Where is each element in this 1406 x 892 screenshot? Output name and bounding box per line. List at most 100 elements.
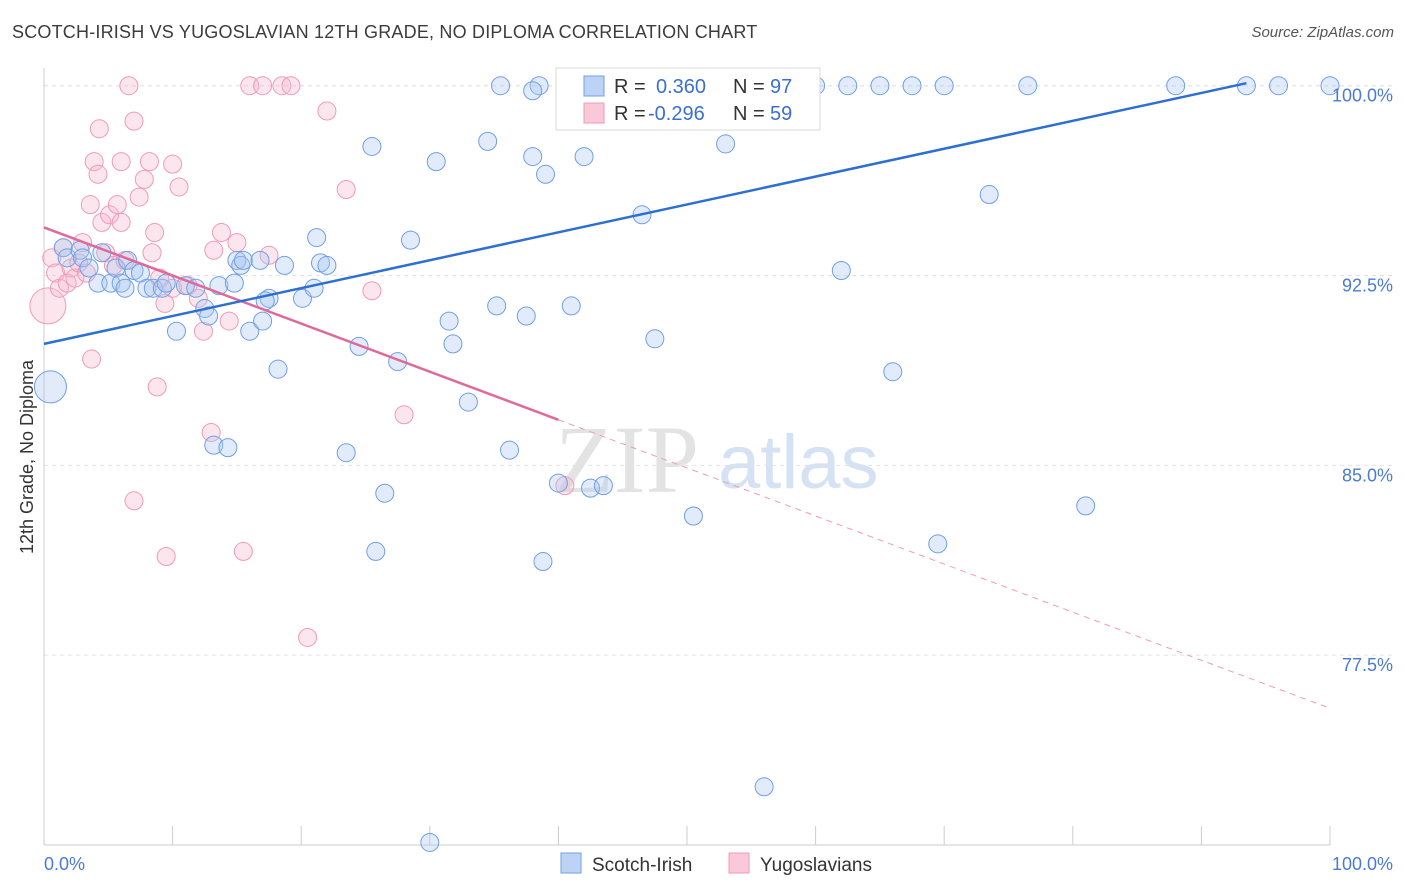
yugoslavian-point	[298, 627, 318, 647]
scotch-irish-point	[233, 250, 253, 270]
yugoslavian-point	[211, 223, 231, 243]
series-legend: Scotch-Irish Yugoslavians	[560, 852, 872, 876]
scotch-irish-point	[838, 76, 858, 96]
yugoslavian-point	[362, 281, 382, 301]
yugoslavian-point	[336, 179, 356, 199]
watermark-zip: ZIP	[555, 406, 699, 513]
scotch-irish-point	[253, 311, 273, 331]
scotch-irish-point	[274, 255, 294, 275]
scotch-irish-point	[268, 359, 288, 379]
y-tick-label: 85.0%	[1342, 465, 1393, 485]
scotch-irish-point	[426, 152, 446, 172]
scotch-irish-point	[1076, 496, 1096, 516]
scotch-irish-point	[548, 473, 568, 493]
scotch-irish-point	[1018, 76, 1038, 96]
scotch-irish-point	[137, 278, 157, 298]
scotch-irish-point	[231, 255, 251, 275]
bottom-legend-label-blue: Scotch-Irish	[592, 855, 692, 876]
scotch-irish-point	[73, 248, 93, 268]
yugoslavian-point	[169, 177, 189, 197]
scotch-irish-point	[33, 370, 67, 404]
yugoslavian-point	[111, 152, 131, 172]
y-tick-label: 92.5%	[1342, 276, 1393, 296]
scotch-irish-point	[227, 250, 247, 270]
scotch-irish-point	[478, 131, 498, 151]
yugoslavian-point	[219, 311, 239, 331]
y-axis-tick-labels: 77.5% 85.0% 92.5% 100.0%	[1332, 86, 1393, 675]
x-tick-label-0: 0.0%	[44, 854, 85, 874]
yugoslavian-point	[193, 321, 213, 341]
yugoslavian-point	[259, 245, 279, 265]
scotch-irish-point	[754, 777, 774, 797]
yugoslavian-point	[142, 243, 162, 263]
scotch-irish-point	[979, 185, 999, 205]
yugoslavian-point	[163, 154, 183, 174]
scotch-irish-point	[366, 541, 386, 561]
scotch-irish-point	[443, 334, 463, 354]
legend-blue-n-label: N =	[733, 76, 765, 98]
yugoslavian-point	[80, 195, 100, 215]
yugoslavian-point	[89, 119, 109, 139]
yugoslavian-point	[134, 169, 154, 189]
watermark-atlas: atlas	[718, 420, 879, 505]
yugoslavian-point	[253, 76, 273, 96]
scotch-irish-point	[500, 440, 520, 460]
scotch-irish-point	[336, 443, 356, 463]
scotch-irish-point	[420, 832, 440, 852]
scotch-irish-point	[115, 278, 135, 298]
yugoslavian-point	[227, 233, 247, 253]
yugoslavian-point	[281, 76, 301, 96]
yugoslavian-point	[100, 205, 120, 225]
yugoslavian-point	[156, 546, 176, 566]
bottom-legend-swatch-blue	[560, 852, 582, 874]
scotch-irish-point	[516, 306, 536, 326]
yugoslavian-point	[233, 541, 253, 561]
scotch-irish-point	[111, 273, 131, 293]
yugoslavian-point	[88, 164, 108, 184]
chart-source: Source: ZipAtlas.com	[1251, 24, 1394, 41]
yugoslavians-trend-line	[43, 226, 559, 421]
yugoslavian-point	[155, 293, 175, 313]
bottom-legend-swatch-pink	[728, 852, 750, 874]
y-axis-label: 12th Grade, No Diploma	[17, 359, 37, 554]
legend-swatch-blue	[583, 75, 605, 97]
scotch-irish-point	[1166, 76, 1186, 96]
yugoslavian-point	[119, 76, 139, 96]
yugoslavian-point	[65, 268, 85, 288]
yugoslavian-point	[204, 240, 224, 260]
y-tick-label: 77.5%	[1342, 655, 1393, 675]
x-axis-ticks	[43, 826, 1331, 845]
scotch-irish-point	[101, 273, 121, 293]
yugoslavian-point	[111, 212, 131, 232]
scotch-irish-point	[574, 147, 594, 167]
scotch-irish-point	[152, 278, 172, 298]
scotch-irish-point	[53, 238, 73, 258]
scotch-irish-point	[458, 392, 478, 412]
scotch-irish-point	[645, 329, 665, 349]
scotch-irish-point	[561, 296, 581, 316]
scotch-irish-point	[304, 278, 324, 298]
legend-pink-r-value: -0.296	[648, 103, 705, 125]
scotch-irish-point	[883, 362, 903, 382]
yugoslavian-point	[201, 422, 221, 442]
scotch-irish-point	[204, 435, 224, 455]
yugoslavian-point	[107, 195, 127, 215]
scotch-irish-point	[902, 76, 922, 96]
scotch-irish-point	[250, 250, 270, 270]
yugoslavian-point	[124, 491, 144, 511]
scotch-irish-point	[683, 506, 703, 526]
yugoslavians-points	[29, 76, 575, 647]
scotch-irish-point	[934, 76, 954, 96]
scotch-irish-point	[487, 296, 507, 316]
correlation-legend: R = 0.360 N = 97 R = -0.296 N = 59	[555, 67, 821, 131]
scotch-irish-point	[1320, 76, 1340, 96]
scotch-irish-point	[870, 76, 890, 96]
yugoslavian-point	[147, 377, 167, 397]
yugoslavian-point	[317, 101, 337, 121]
scotch-irish-point	[240, 321, 260, 341]
x-tick-label-100: 100.0%	[1332, 854, 1393, 874]
legend-swatch-pink	[583, 102, 605, 124]
scotch-irish-point	[533, 552, 553, 572]
legend-blue-n-value: 97	[770, 76, 792, 98]
